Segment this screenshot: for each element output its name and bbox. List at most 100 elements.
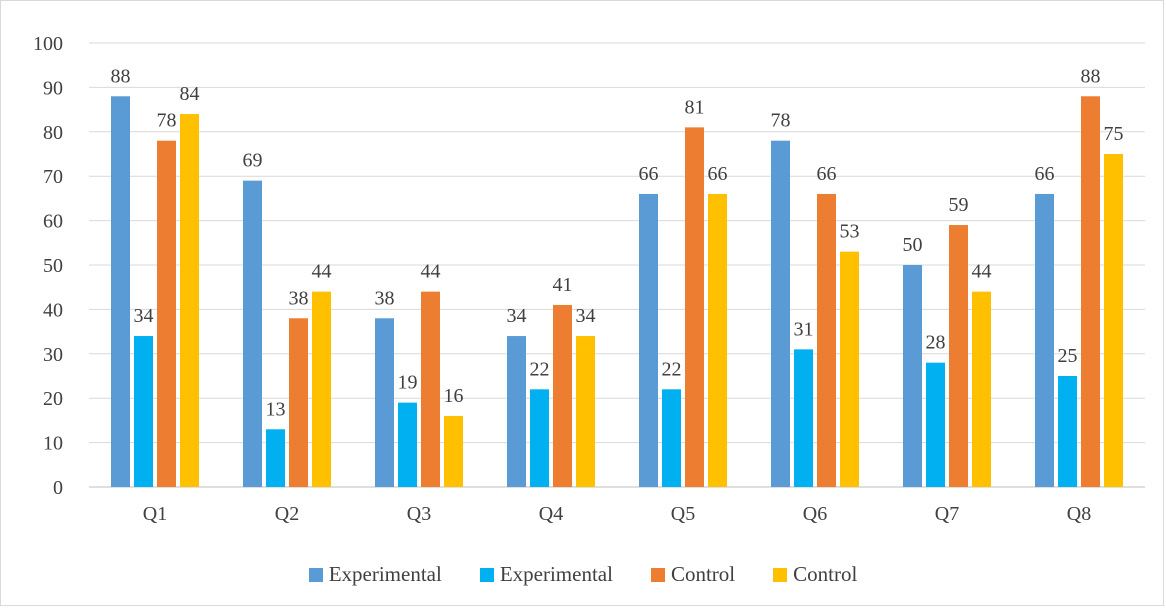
legend-swatch (650, 567, 665, 582)
y-tick-label: 50 (43, 255, 63, 277)
bar (312, 291, 331, 487)
data-label: 22 (662, 358, 682, 380)
data-label: 44 (972, 261, 992, 283)
bar (266, 429, 285, 487)
data-labels: 8834788469133844381944163422413466228166… (111, 65, 1124, 420)
bar (1058, 376, 1077, 487)
x-tick-label: Q1 (143, 503, 167, 525)
bar (685, 127, 704, 488)
data-label: 78 (771, 110, 791, 132)
bar (972, 291, 991, 487)
data-label: 88 (111, 65, 131, 87)
data-label: 69 (243, 150, 263, 172)
data-label: 78 (157, 110, 177, 132)
data-label: 34 (134, 305, 154, 327)
bar (771, 140, 790, 487)
bar (576, 336, 595, 487)
bar (530, 389, 549, 487)
bar (926, 362, 945, 487)
bar (111, 96, 130, 487)
y-axis: 0 10 20 30 40 50 60 70 80 90 100 (33, 33, 63, 499)
data-label: 19 (398, 372, 418, 394)
y-tick-label: 60 (43, 211, 63, 233)
x-tick-label: Q5 (671, 503, 695, 525)
y-tick-label: 80 (43, 122, 63, 144)
legend-swatch (308, 567, 323, 582)
data-label: 88 (1081, 65, 1101, 87)
x-tick-label: Q6 (803, 503, 827, 525)
bar (903, 265, 922, 487)
data-label: 84 (180, 83, 200, 105)
data-label: 22 (530, 358, 550, 380)
bar (157, 140, 176, 487)
bar (553, 304, 572, 487)
data-label: 44 (312, 261, 332, 283)
data-label: 66 (1035, 163, 1055, 185)
y-tick-label: 10 (43, 433, 63, 455)
y-tick-label: 70 (43, 166, 63, 188)
data-label: 50 (903, 234, 923, 256)
data-label: 31 (794, 318, 814, 340)
x-tick-label: Q8 (1067, 503, 1091, 525)
bar (1104, 154, 1123, 487)
legend: Experimental Experimental Control Control (0, 562, 1166, 587)
data-label: 53 (840, 221, 860, 243)
legend-label: Control (670, 562, 736, 586)
y-tick-label: 20 (43, 388, 63, 410)
y-tick-label: 0 (53, 477, 63, 499)
legend-swatch (479, 567, 494, 582)
bar (1035, 193, 1054, 487)
gridlines (89, 42, 1145, 488)
data-label: 59 (949, 194, 969, 216)
y-tick-label: 40 (43, 299, 63, 321)
x-tick-label: Q7 (935, 503, 959, 525)
data-label: 44 (421, 261, 441, 283)
data-label: 38 (289, 287, 309, 309)
legend-label: Experimental (328, 562, 442, 586)
data-label: 34 (507, 305, 527, 327)
legend-label: Control (793, 562, 858, 586)
x-tick-label: Q4 (539, 503, 563, 525)
legend-item: Experimental (479, 562, 613, 587)
bar (817, 193, 836, 487)
data-label: 38 (375, 287, 395, 309)
bar (840, 251, 859, 487)
data-label: 13 (266, 398, 286, 420)
bars (111, 96, 1123, 488)
bar (639, 193, 658, 487)
bar (507, 336, 526, 487)
data-label: 75 (1104, 123, 1124, 145)
bar (421, 291, 440, 487)
x-tick-label: Q3 (407, 503, 431, 525)
bar (444, 415, 463, 487)
data-label: 66 (708, 163, 728, 185)
data-label: 16 (444, 385, 464, 407)
data-label: 41 (553, 274, 573, 296)
data-label: 28 (926, 332, 946, 354)
data-label: 34 (576, 305, 596, 327)
legend-item: Control (773, 562, 857, 587)
legend-swatch (773, 567, 788, 582)
y-tick-label: 30 (43, 344, 63, 366)
bar (708, 193, 727, 487)
legend-item: Control (650, 562, 736, 587)
data-label: 66 (639, 163, 659, 185)
bar (289, 318, 308, 487)
bar (949, 225, 968, 488)
x-axis: Q1 Q2 Q3 Q4 Q5 Q6 Q7 Q8 (143, 503, 1091, 525)
bar (180, 114, 199, 487)
bar (794, 349, 813, 487)
bar (662, 389, 681, 487)
bar (243, 180, 262, 487)
data-label: 81 (685, 96, 705, 118)
x-tick-label: Q2 (275, 503, 299, 525)
y-tick-label: 90 (43, 77, 63, 99)
bar (134, 336, 153, 487)
bar (375, 318, 394, 487)
bar (398, 402, 417, 487)
bar (1081, 96, 1100, 487)
legend-label: Experimental (499, 562, 613, 586)
y-tick-label: 100 (33, 33, 63, 55)
